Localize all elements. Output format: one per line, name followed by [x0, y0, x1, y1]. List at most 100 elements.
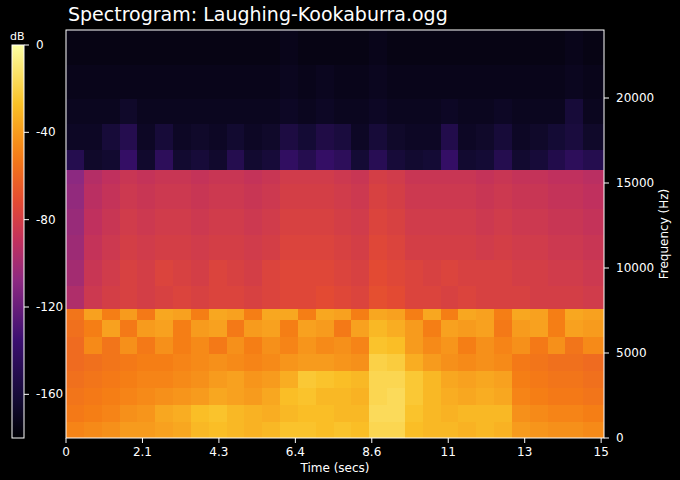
- cell: [244, 183, 262, 209]
- cell: [280, 149, 298, 170]
- cell: [280, 30, 298, 65]
- cell: [102, 319, 120, 337]
- cell: [102, 234, 120, 260]
- cell: [387, 98, 405, 124]
- cell: [84, 404, 102, 422]
- cell: [209, 183, 227, 209]
- cell: [369, 64, 387, 99]
- cell: [244, 169, 262, 183]
- cell: [351, 387, 369, 405]
- cell: [298, 404, 316, 422]
- cell: [423, 370, 441, 388]
- cell: [583, 421, 604, 438]
- cell: [244, 387, 262, 405]
- cell: [227, 285, 245, 309]
- cell: [476, 124, 494, 150]
- cell: [441, 336, 459, 354]
- cell: [120, 285, 138, 309]
- cell: [369, 183, 387, 209]
- cell: [262, 64, 280, 99]
- cell: [565, 64, 583, 99]
- colorbar-tick: [24, 307, 29, 308]
- cell: [298, 64, 316, 99]
- cell: [334, 319, 352, 337]
- cell: [530, 285, 548, 309]
- colorbar-tick: [24, 45, 29, 46]
- cell: [227, 260, 245, 286]
- cell: [405, 336, 423, 354]
- cell: [316, 285, 334, 309]
- cell: [423, 234, 441, 260]
- cell: [423, 404, 441, 422]
- cell: [280, 234, 298, 260]
- cell: [209, 387, 227, 405]
- cell: [530, 353, 548, 371]
- cell: [244, 353, 262, 371]
- cell: [423, 98, 441, 124]
- cell: [137, 309, 155, 320]
- cell: [155, 124, 173, 150]
- colorbar-tick: [24, 219, 29, 220]
- cell: [191, 421, 209, 438]
- cell: [120, 370, 138, 388]
- cell: [262, 169, 280, 183]
- cell: [84, 421, 102, 438]
- cell: [565, 149, 583, 170]
- cell: [512, 421, 530, 438]
- cell: [262, 98, 280, 124]
- cell: [369, 169, 387, 183]
- cell: [120, 234, 138, 260]
- y-tick-label: 20000: [616, 91, 654, 105]
- cell: [66, 64, 84, 99]
- cell: [137, 124, 155, 150]
- cell: [565, 285, 583, 309]
- x-tick: [524, 438, 525, 443]
- cell: [458, 421, 476, 438]
- cell: [476, 404, 494, 422]
- cell: [565, 353, 583, 371]
- cell: [120, 98, 138, 124]
- cell: [84, 98, 102, 124]
- cell: [298, 234, 316, 260]
- cell: [316, 404, 334, 422]
- cell: [548, 124, 566, 150]
- cell: [441, 30, 459, 65]
- cell: [120, 183, 138, 209]
- cell: [244, 124, 262, 150]
- cell: [423, 209, 441, 235]
- cell: [494, 370, 512, 388]
- cell: [458, 124, 476, 150]
- cell: [405, 319, 423, 337]
- cell: [298, 169, 316, 183]
- cell: [351, 183, 369, 209]
- cell: [512, 64, 530, 99]
- cell: [512, 30, 530, 65]
- cell: [262, 149, 280, 170]
- cell: [494, 309, 512, 320]
- cell: [280, 124, 298, 150]
- cell: [102, 353, 120, 371]
- cell: [227, 149, 245, 170]
- cell: [512, 387, 530, 405]
- cell: [155, 149, 173, 170]
- cell: [227, 234, 245, 260]
- cell: [102, 209, 120, 235]
- cell: [369, 353, 387, 371]
- cell: [66, 169, 84, 183]
- cell: [66, 387, 84, 405]
- cell: [530, 234, 548, 260]
- cell: [441, 183, 459, 209]
- cell: [298, 370, 316, 388]
- cell: [548, 234, 566, 260]
- cell: [155, 421, 173, 438]
- cell: [66, 124, 84, 150]
- cell: [209, 309, 227, 320]
- cell: [423, 285, 441, 309]
- cell: [423, 309, 441, 320]
- cell: [458, 64, 476, 99]
- cell: [120, 319, 138, 337]
- cell: [137, 30, 155, 65]
- cell: [316, 124, 334, 150]
- cell: [280, 319, 298, 337]
- cell: [458, 404, 476, 422]
